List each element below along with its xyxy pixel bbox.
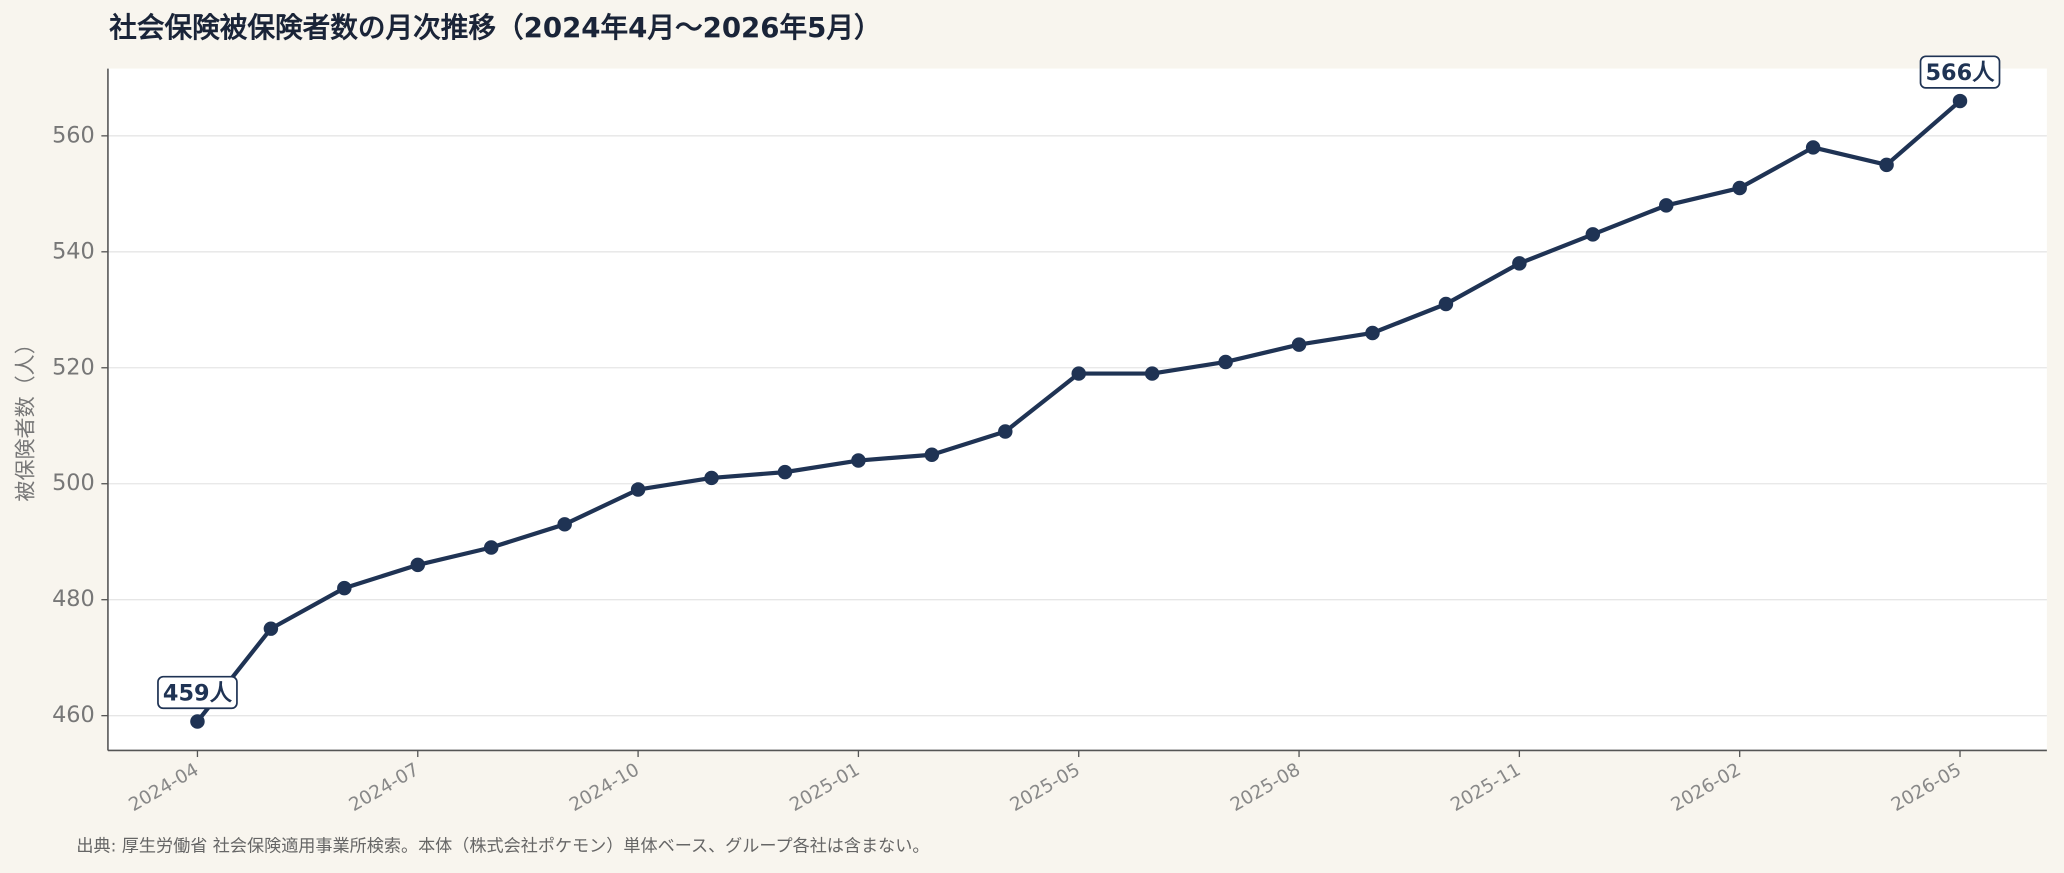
- point: [924, 447, 940, 462]
- point: [1218, 354, 1233, 370]
- y-tick-label: 520: [52, 354, 95, 380]
- point: [1071, 366, 1086, 381]
- data-label: 566人: [1925, 60, 1995, 86]
- y-tick-label: 540: [52, 238, 95, 264]
- point: [1732, 180, 1747, 196]
- chart-title: 社会保険被保険者数の月次推移（2024年4月〜2026年5月）: [109, 11, 881, 44]
- point: [263, 621, 279, 636]
- y-tick-label: 560: [52, 122, 95, 148]
- point: [483, 540, 499, 555]
- point: [998, 424, 1013, 439]
- y-tick-label: 500: [52, 470, 95, 496]
- source-note: 出典: 厚生労働省 社会保険適用事業所検索。本体（株式会社ポケモン）単体ベース、…: [76, 837, 929, 857]
- data-label: 459人: [163, 680, 233, 706]
- point: [557, 517, 572, 532]
- y-axis-label: 被保険者数（人）: [12, 333, 37, 501]
- point: [630, 482, 646, 497]
- point: [1659, 198, 1674, 213]
- point: [1879, 157, 1894, 173]
- point: [1291, 337, 1307, 352]
- point: [704, 470, 719, 486]
- point: [1952, 93, 1968, 109]
- plot-area: [107, 68, 2047, 751]
- annotation-box: [157, 675, 238, 710]
- point: [777, 464, 793, 480]
- y-tick-label: 460: [52, 702, 95, 728]
- y-tick-label: 480: [52, 586, 95, 612]
- point: [337, 580, 352, 596]
- point: [1144, 366, 1160, 381]
- point: [1585, 227, 1601, 242]
- point: [1438, 296, 1454, 312]
- point: [1512, 256, 1527, 271]
- point: [851, 453, 866, 468]
- point: [190, 714, 205, 729]
- point: [410, 557, 426, 573]
- annotation-box: [1919, 55, 2001, 89]
- point: [1365, 325, 1380, 341]
- point: [1805, 140, 1821, 155]
